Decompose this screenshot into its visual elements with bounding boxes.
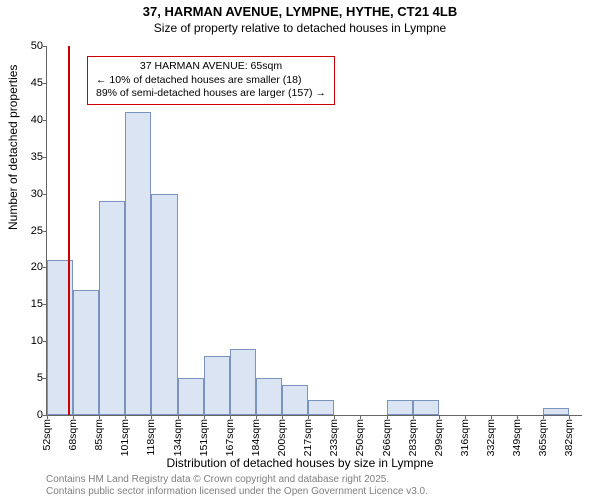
x-tick-label: 283sqm	[407, 415, 419, 456]
y-tick-label: 20	[13, 261, 47, 273]
x-tick-label: 52sqm	[41, 415, 53, 451]
y-tick-mark	[43, 157, 47, 158]
x-tick-mark	[151, 415, 152, 419]
x-tick-label: 332sqm	[485, 415, 497, 456]
x-tick-mark	[413, 415, 414, 419]
x-tick-mark	[360, 415, 361, 419]
y-tick-label: 10	[13, 335, 47, 347]
histogram-bar	[282, 385, 308, 415]
x-tick-label: 316sqm	[459, 415, 471, 456]
x-tick-label: 200sqm	[276, 415, 288, 456]
x-tick-mark	[230, 415, 231, 419]
y-tick-mark	[43, 46, 47, 47]
x-tick-label: 118sqm	[145, 415, 157, 456]
histogram-bar	[73, 290, 99, 415]
y-tick-mark	[43, 120, 47, 121]
x-tick-mark	[204, 415, 205, 419]
x-tick-mark	[99, 415, 100, 419]
x-tick-mark	[491, 415, 492, 419]
footer-line2: Contains public sector information licen…	[46, 486, 428, 498]
y-tick-mark	[43, 83, 47, 84]
histogram-bar	[256, 378, 282, 415]
chart-title-main: 37, HARMAN AVENUE, LYMPNE, HYTHE, CT21 4…	[0, 4, 600, 19]
x-tick-label: 349sqm	[511, 415, 523, 456]
x-tick-mark	[465, 415, 466, 419]
y-axis-label: Number of detached properties	[6, 65, 20, 230]
legend-line: ← 10% of detached houses are smaller (18…	[96, 74, 326, 88]
x-tick-mark	[569, 415, 570, 419]
x-tick-label: 250sqm	[354, 415, 366, 456]
x-tick-mark	[334, 415, 335, 419]
histogram-bar	[178, 378, 204, 415]
x-tick-label: 382sqm	[563, 415, 575, 456]
x-tick-label: 68sqm	[67, 415, 79, 451]
x-tick-label: 101sqm	[119, 415, 131, 456]
x-tick-mark	[517, 415, 518, 419]
y-tick-label: 45	[13, 77, 47, 89]
x-tick-mark	[543, 415, 544, 419]
histogram-bar	[308, 400, 334, 415]
x-tick-mark	[73, 415, 74, 419]
x-tick-label: 299sqm	[433, 415, 445, 456]
property-marker-line	[68, 46, 70, 415]
x-tick-mark	[308, 415, 309, 419]
x-tick-label: 85sqm	[93, 415, 105, 451]
legend-box: 37 HARMAN AVENUE: 65sqm← 10% of detached…	[87, 56, 335, 105]
footer-attribution: Contains HM Land Registry data © Crown c…	[46, 474, 428, 498]
x-tick-mark	[282, 415, 283, 419]
x-tick-label: 134sqm	[172, 415, 184, 456]
x-tick-label: 266sqm	[381, 415, 393, 456]
x-tick-label: 151sqm	[198, 415, 210, 456]
y-tick-label: 5	[13, 372, 47, 384]
plot-area: 0510152025303540455052sqm68sqm85sqm101sq…	[46, 46, 582, 416]
histogram-bar	[413, 400, 439, 415]
x-tick-mark	[125, 415, 126, 419]
legend-line: 89% of semi-detached houses are larger (…	[96, 87, 326, 101]
y-tick-mark	[43, 194, 47, 195]
footer-line1: Contains HM Land Registry data © Crown c…	[46, 474, 428, 486]
x-tick-label: 167sqm	[224, 415, 236, 456]
x-tick-mark	[439, 415, 440, 419]
y-tick-label: 30	[13, 188, 47, 200]
y-tick-label: 35	[13, 151, 47, 163]
x-tick-mark	[256, 415, 257, 419]
histogram-bar	[543, 408, 569, 415]
histogram-bar	[99, 201, 125, 415]
x-axis-label: Distribution of detached houses by size …	[0, 456, 600, 470]
x-tick-mark	[47, 415, 48, 419]
y-tick-label: 50	[13, 40, 47, 52]
x-tick-label: 233sqm	[328, 415, 340, 456]
histogram-bar	[204, 356, 230, 415]
x-tick-label: 184sqm	[250, 415, 262, 456]
y-tick-mark	[43, 231, 47, 232]
x-tick-mark	[178, 415, 179, 419]
x-tick-mark	[387, 415, 388, 419]
histogram-bar	[125, 112, 151, 415]
chart-title-sub: Size of property relative to detached ho…	[0, 21, 600, 35]
legend-line: 37 HARMAN AVENUE: 65sqm	[96, 60, 326, 74]
y-tick-label: 15	[13, 298, 47, 310]
x-tick-label: 365sqm	[537, 415, 549, 456]
y-tick-label: 40	[13, 114, 47, 126]
histogram-bar	[230, 349, 256, 415]
x-tick-label: 217sqm	[302, 415, 314, 456]
y-tick-label: 25	[13, 225, 47, 237]
histogram-bar	[387, 400, 413, 415]
histogram-bar	[151, 194, 177, 415]
